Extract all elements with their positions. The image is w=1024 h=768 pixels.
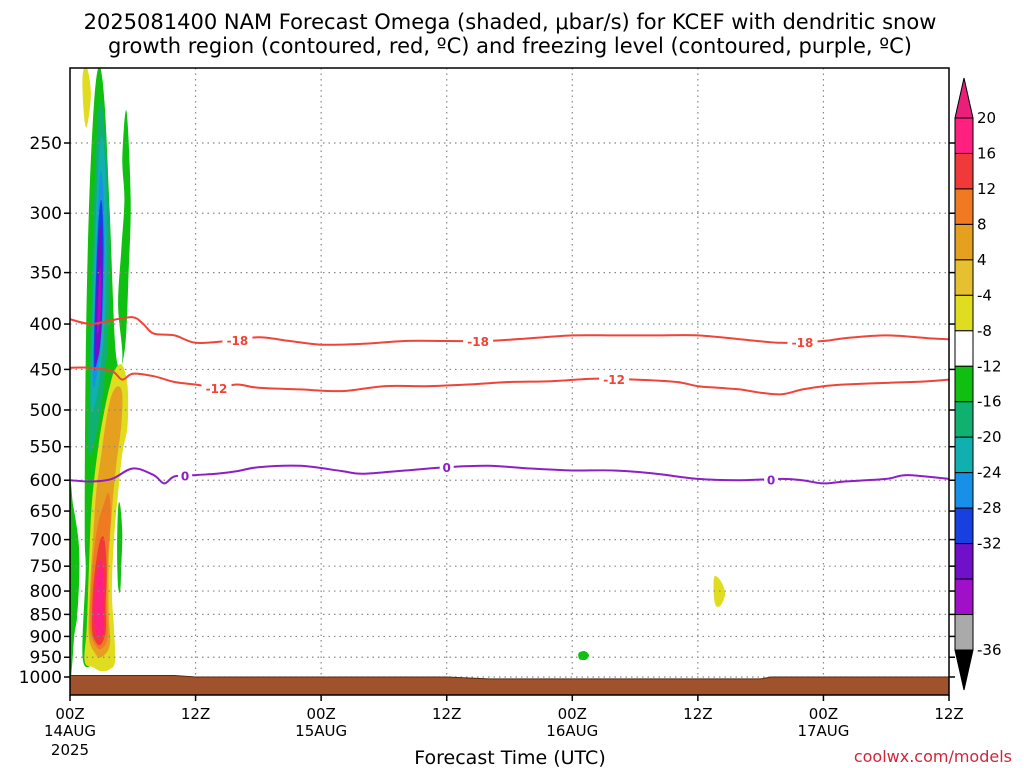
contour-label-bg bbox=[764, 472, 779, 487]
y-tick-label: 750 bbox=[30, 557, 62, 577]
y-tick-label: 550 bbox=[30, 438, 62, 458]
x-tick-date-label: 14AUG bbox=[44, 722, 96, 740]
contour-label-bg bbox=[599, 372, 630, 387]
y-tick-label: 450 bbox=[30, 360, 62, 380]
colorbar-box bbox=[954, 117, 974, 154]
colorbar-box bbox=[954, 401, 974, 438]
contour-label-bg bbox=[201, 380, 232, 395]
colorbar-box bbox=[954, 259, 974, 296]
x-tick-label: 12Z bbox=[432, 705, 461, 723]
x-tick-label: 00Z bbox=[306, 705, 335, 723]
contour-line-0 bbox=[70, 464, 949, 485]
colorbar-bottom-arrow bbox=[954, 649, 974, 691]
y-tick-label: 800 bbox=[30, 582, 62, 602]
y-tick-label: 250 bbox=[30, 134, 62, 154]
terrain-layer bbox=[70, 675, 949, 695]
x-tick-label: 00Z bbox=[809, 705, 838, 723]
colorbar-box bbox=[954, 294, 974, 332]
colorbar-box bbox=[954, 436, 974, 474]
y-tick-label: 300 bbox=[30, 204, 62, 224]
contour-label: 0 bbox=[181, 470, 189, 484]
omega-region-7 bbox=[117, 502, 123, 593]
colorbar-label: 8 bbox=[977, 215, 987, 233]
x-tick-date-label: 15AUG bbox=[295, 722, 347, 740]
x-tick-label: 12Z bbox=[683, 705, 712, 723]
contour-label-bg bbox=[222, 332, 253, 347]
chart-title-line1: 2025081400 NAM Forecast Omega (shaded, μ… bbox=[84, 10, 937, 34]
colorbar-box bbox=[954, 152, 974, 190]
contour-layer: -18 -18 -18 -12 -12 0 0 0 bbox=[70, 316, 949, 487]
credit-text: coolwx.com/models bbox=[854, 747, 1012, 766]
omega-region-6 bbox=[97, 267, 102, 335]
x-tick-label: 00Z bbox=[558, 705, 587, 723]
colorbar-label: -16 bbox=[977, 393, 1002, 411]
colorbar: 20 16 12 8 4 -4 -8 -12 -16 -20 -24 -28 -32 -36 bbox=[954, 77, 1002, 691]
contour-label: -12 bbox=[206, 382, 228, 396]
y-tick-label: 850 bbox=[30, 605, 62, 625]
colorbar-label: -12 bbox=[977, 357, 1002, 375]
colorbar-box bbox=[954, 578, 974, 616]
contour-label: -18 bbox=[467, 335, 489, 349]
x-tick-label: 12Z bbox=[934, 705, 963, 723]
contour-label: 0 bbox=[767, 473, 775, 487]
contour-label: -18 bbox=[227, 334, 249, 348]
colorbar-box bbox=[954, 543, 974, 580]
chart-title-line2: growth region (contoured, red, ºC) and f… bbox=[108, 34, 912, 58]
colorbar-label: -4 bbox=[977, 286, 992, 304]
colorbar-label: -32 bbox=[977, 535, 1002, 553]
colorbar-box bbox=[954, 223, 974, 261]
colorbar-label: -24 bbox=[977, 464, 1002, 482]
colorbar-label: -20 bbox=[977, 428, 1002, 446]
y-tick-label: 400 bbox=[30, 315, 62, 335]
colorbar-box bbox=[954, 188, 974, 225]
grid-layer bbox=[70, 68, 949, 695]
colorbar-label: -8 bbox=[977, 322, 992, 340]
x-tick-label: 00Z bbox=[55, 705, 84, 723]
y-tick-label: 900 bbox=[30, 627, 62, 647]
contour-label-bg bbox=[787, 334, 818, 349]
omega-region-16 bbox=[578, 651, 590, 661]
y-tick-label: 950 bbox=[30, 648, 62, 668]
x-tick-label: 12Z bbox=[181, 705, 210, 723]
omega-region-14 bbox=[82, 68, 91, 128]
y-tick-label: 350 bbox=[30, 264, 62, 284]
contour-label: -18 bbox=[792, 336, 814, 350]
y-tick-label: 1000 bbox=[19, 668, 62, 688]
colorbar-box bbox=[954, 614, 974, 651]
colorbar-label: 4 bbox=[977, 251, 987, 269]
plot-frame bbox=[69, 67, 950, 696]
contour-label: -12 bbox=[603, 373, 625, 387]
colorbar-label: -36 bbox=[977, 641, 1002, 659]
colorbar-box bbox=[954, 472, 974, 509]
colorbar-label: 20 bbox=[977, 109, 996, 127]
y-tick-label: 500 bbox=[30, 401, 62, 421]
colorbar-label: 12 bbox=[977, 180, 996, 198]
colorbar-box bbox=[954, 365, 974, 403]
contour-label-bg bbox=[463, 334, 494, 349]
contour-label-bg bbox=[439, 460, 454, 475]
contour-label: 0 bbox=[443, 461, 451, 475]
y-axis: 2503003504004505005506006507007508008509… bbox=[19, 134, 955, 688]
omega-shading-layer bbox=[70, 68, 726, 683]
omega-region-8 bbox=[70, 482, 80, 683]
colorbar-label: 16 bbox=[977, 144, 996, 162]
x-tick-date-label: 17AUG bbox=[797, 722, 849, 740]
colorbar-box bbox=[954, 507, 974, 545]
colorbar-label: -28 bbox=[977, 499, 1002, 517]
omega-region-13 bbox=[94, 560, 105, 637]
contour-line--12 bbox=[70, 366, 949, 396]
y-tick-label: 600 bbox=[30, 471, 62, 491]
terrain-fill bbox=[70, 675, 949, 695]
y-tick-label: 650 bbox=[30, 502, 62, 522]
x-axis-title: Forecast Time (UTC) bbox=[414, 747, 605, 768]
colorbar-box bbox=[954, 330, 974, 367]
colorbar-top-arrow bbox=[954, 77, 974, 119]
y-tick-label: 700 bbox=[30, 531, 62, 551]
x-tick-year-label: 2025 bbox=[51, 741, 89, 759]
contour-label-bg bbox=[178, 468, 193, 483]
x-tick-date-label: 16AUG bbox=[546, 722, 598, 740]
